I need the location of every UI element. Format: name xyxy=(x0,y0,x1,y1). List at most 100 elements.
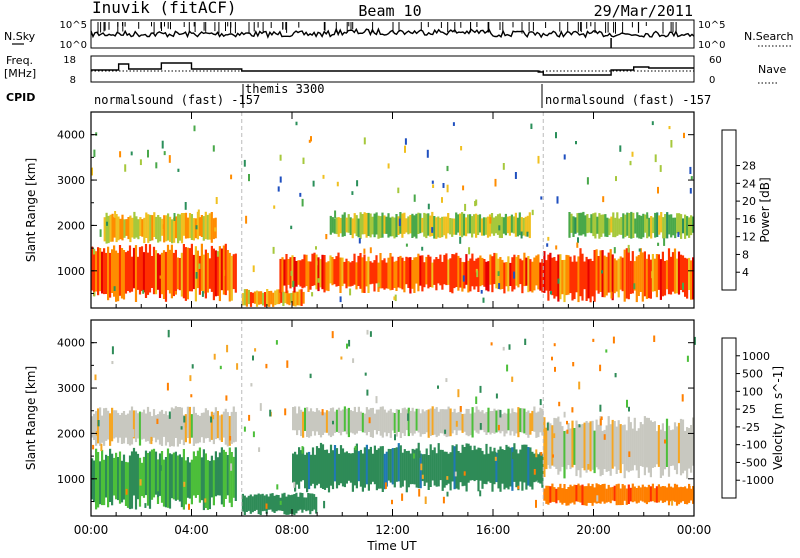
scatter-cell xyxy=(142,409,146,439)
scatter-cell xyxy=(417,408,420,433)
scatter-cell xyxy=(677,422,681,464)
scatter-cell xyxy=(245,497,248,512)
scatter-cell xyxy=(219,365,222,370)
scatter-cell xyxy=(611,486,614,501)
scatter-cell xyxy=(628,451,631,458)
scatter-cell xyxy=(248,174,250,182)
velocity-data xyxy=(91,320,696,516)
scatter-cell xyxy=(503,412,506,437)
scatter-cell xyxy=(196,211,199,240)
scatter-cell xyxy=(148,411,152,444)
scatter-cell xyxy=(425,448,428,483)
scatter-cell xyxy=(463,471,466,476)
scatter-cell xyxy=(184,212,188,239)
scatter-cell xyxy=(453,408,456,431)
scatter-cell xyxy=(403,212,406,234)
scatter-cell xyxy=(457,412,460,431)
scatter-cell xyxy=(297,496,300,511)
scatter-cell xyxy=(124,164,127,172)
scatter-cell xyxy=(282,291,285,306)
scatter-cell xyxy=(525,444,528,490)
scatter-cell xyxy=(192,218,195,241)
scatter-cell xyxy=(395,447,398,482)
scatter-cell xyxy=(688,217,691,238)
scatter-cell xyxy=(395,260,398,291)
scatter-cell xyxy=(541,408,544,436)
scatter-cell xyxy=(273,205,276,209)
scatter-cell xyxy=(529,413,532,435)
scatter-cell xyxy=(506,216,509,234)
scatter-cell xyxy=(319,411,323,438)
scatter-cell xyxy=(553,487,556,503)
scatter-cell xyxy=(99,407,102,446)
scatter-cell xyxy=(298,447,301,489)
scatter-cell xyxy=(443,451,446,488)
scatter-cell xyxy=(479,411,482,431)
scatter-cell xyxy=(150,436,153,445)
scatter-cell xyxy=(175,216,178,239)
scatter-cell xyxy=(609,424,612,476)
scatter-cell xyxy=(654,212,657,238)
scatter-cell xyxy=(305,254,308,287)
scatter-cell xyxy=(475,213,478,238)
scatter-cell xyxy=(638,215,641,239)
scatter-cell xyxy=(409,215,412,234)
scatter-cell xyxy=(566,420,568,425)
scatter-cell xyxy=(192,451,195,496)
scatter-cell xyxy=(579,424,582,478)
scatter-cell xyxy=(103,408,106,446)
scatter-cell xyxy=(210,411,213,440)
scatter-cell xyxy=(548,464,551,469)
scatter-cell xyxy=(483,259,486,287)
scatter-cell xyxy=(272,246,275,254)
scatter-cell xyxy=(367,256,370,293)
scatter-cell xyxy=(478,214,482,233)
scatter-cell xyxy=(109,214,112,242)
scatter-cell xyxy=(323,449,327,490)
scatter-cell xyxy=(166,415,170,443)
scatter-cell xyxy=(301,493,304,513)
scatter-cell xyxy=(621,484,624,505)
scatter-cell xyxy=(290,225,293,230)
scatter-cell xyxy=(579,248,582,297)
time-axis: 00:00 04:00 08:00 12:00 16:00 20:00 00:00 xyxy=(74,112,711,537)
y-tick-label: 2000 xyxy=(57,427,85,440)
scatter-cell xyxy=(138,247,142,295)
scatter-cell xyxy=(674,494,677,501)
scatter-cell xyxy=(553,433,556,439)
scatter-cell xyxy=(162,413,166,437)
scatter-cell xyxy=(180,457,183,508)
scatter-cell xyxy=(657,254,660,290)
power-y-label: Slant Range [km] xyxy=(24,158,38,262)
scatter-cell xyxy=(559,421,562,472)
scatter-cell xyxy=(91,167,93,176)
scatter-cell xyxy=(494,451,497,460)
scatter-cell xyxy=(126,462,130,508)
scatter-cell xyxy=(561,488,564,505)
scatter-cell xyxy=(457,451,460,490)
scatter-cell xyxy=(361,214,364,235)
scatter-cell xyxy=(565,489,568,506)
scatter-cell xyxy=(310,136,312,142)
scatter-cell xyxy=(510,214,513,233)
scatter-cell xyxy=(353,406,356,435)
scatter-cell xyxy=(522,217,525,236)
scatter-cell xyxy=(639,422,642,466)
scatter-cell xyxy=(625,248,628,299)
scatter-cell xyxy=(605,349,608,353)
scatter-cell xyxy=(176,407,179,447)
scatter-cell xyxy=(603,255,606,298)
scatter-cell xyxy=(407,407,410,437)
scatter-cell xyxy=(294,406,297,431)
scatter-cell xyxy=(419,213,422,234)
scatter-cell xyxy=(457,389,460,398)
scatter-cell xyxy=(296,413,299,436)
scatter-cell xyxy=(511,408,514,432)
scatter-cell xyxy=(587,464,590,470)
scatter-cell xyxy=(584,215,587,237)
scatter-cell xyxy=(437,411,440,436)
scatter-cell xyxy=(513,412,516,436)
scatter-cell xyxy=(599,485,602,504)
scatter-cell xyxy=(586,214,589,234)
scatter-cell xyxy=(132,247,136,289)
